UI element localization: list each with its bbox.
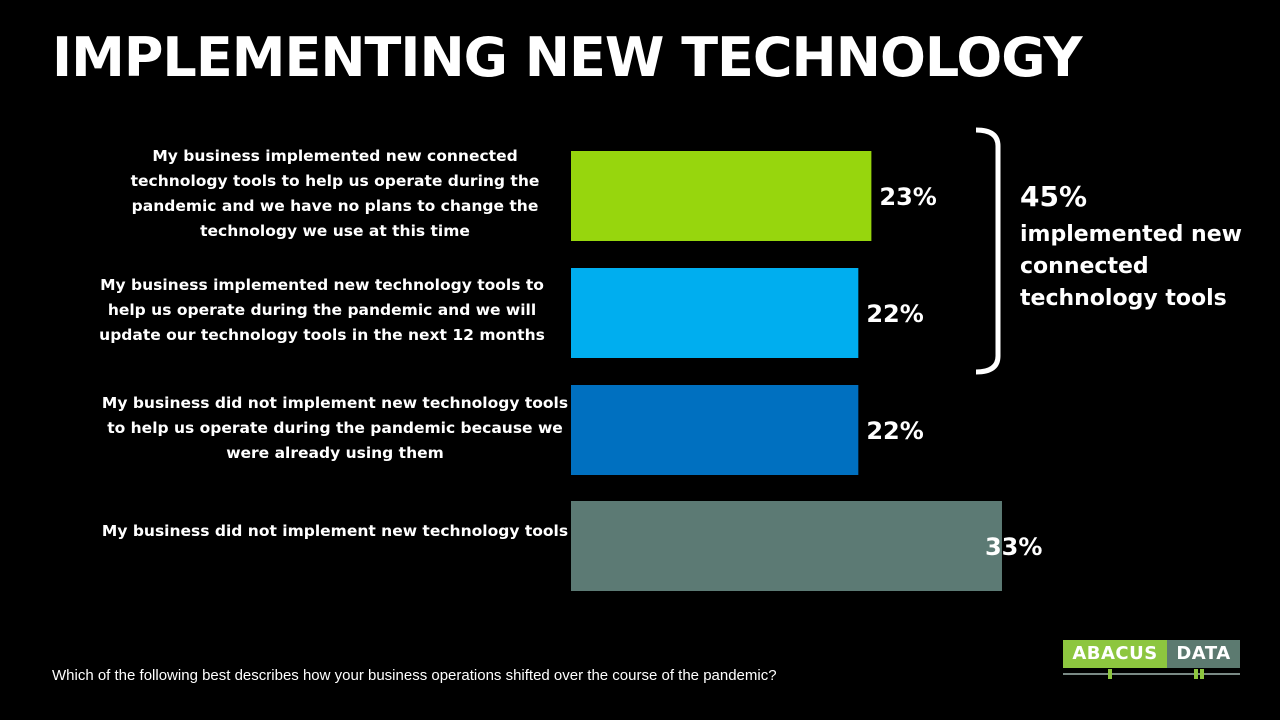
logo-abacus-text: ABACUS <box>1063 640 1167 668</box>
survey-question: Which of the following best describes ho… <box>52 667 777 684</box>
bar-1 <box>571 151 872 241</box>
abacus-data-logo: ABACUS DATA <box>1063 640 1240 680</box>
category-label-4: My business did not implement new techno… <box>101 522 569 540</box>
brace-total-value: 45% <box>1020 180 1088 213</box>
category-label-2: My business implemented new technology t… <box>99 276 545 344</box>
page-title: IMPLEMENTING NEW TECHNOLOGY <box>52 26 1082 89</box>
group-bracket <box>975 127 1001 375</box>
category-label-1: My business implemented new connected te… <box>130 147 540 240</box>
value-label-4: 33% <box>985 533 1042 561</box>
value-label-1: 23% <box>879 183 936 211</box>
brace-description: implemented new connected technology too… <box>1020 222 1242 311</box>
bar-3 <box>571 385 859 475</box>
category-label-3: My business did not implement new techno… <box>101 394 569 462</box>
value-label-2: 22% <box>866 300 923 328</box>
bar-4 <box>571 501 1002 591</box>
logo-data-text: DATA <box>1167 640 1240 668</box>
bar-2 <box>571 268 859 358</box>
logo-rule <box>1063 668 1240 680</box>
value-label-3: 22% <box>866 417 923 445</box>
